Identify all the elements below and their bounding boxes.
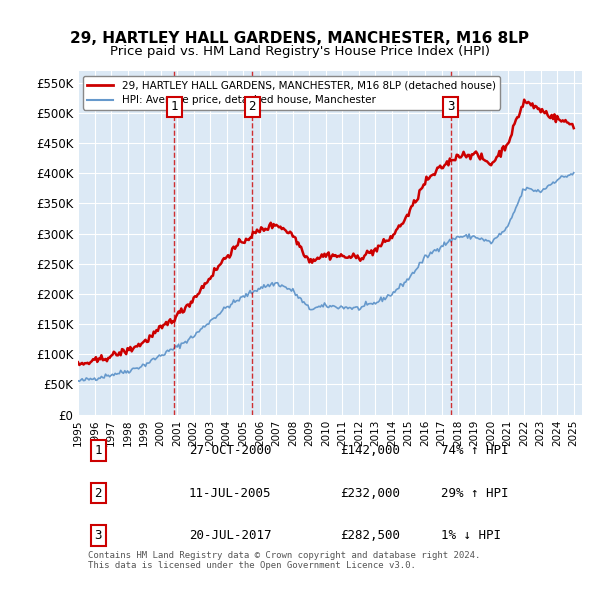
Text: 29, HARTLEY HALL GARDENS, MANCHESTER, M16 8LP: 29, HARTLEY HALL GARDENS, MANCHESTER, M1… bbox=[71, 31, 530, 46]
Text: Contains HM Land Registry data © Crown copyright and database right 2024.
This d: Contains HM Land Registry data © Crown c… bbox=[88, 550, 481, 570]
Text: 2: 2 bbox=[94, 487, 102, 500]
Text: £142,000: £142,000 bbox=[340, 444, 400, 457]
Text: 29% ↑ HPI: 29% ↑ HPI bbox=[441, 487, 508, 500]
Text: 1: 1 bbox=[94, 444, 102, 457]
Text: £232,000: £232,000 bbox=[340, 487, 400, 500]
Text: Price paid vs. HM Land Registry's House Price Index (HPI): Price paid vs. HM Land Registry's House … bbox=[110, 45, 490, 58]
Text: 74% ↑ HPI: 74% ↑ HPI bbox=[441, 444, 508, 457]
Text: £282,500: £282,500 bbox=[340, 529, 400, 542]
Text: 1: 1 bbox=[170, 100, 178, 113]
Text: 20-JUL-2017: 20-JUL-2017 bbox=[189, 529, 271, 542]
Text: 3: 3 bbox=[447, 100, 454, 113]
Text: 11-JUL-2005: 11-JUL-2005 bbox=[189, 487, 271, 500]
Text: 27-OCT-2000: 27-OCT-2000 bbox=[189, 444, 271, 457]
Text: 1% ↓ HPI: 1% ↓ HPI bbox=[441, 529, 501, 542]
Legend: 29, HARTLEY HALL GARDENS, MANCHESTER, M16 8LP (detached house), HPI: Average pri: 29, HARTLEY HALL GARDENS, MANCHESTER, M1… bbox=[83, 76, 500, 110]
Text: 2: 2 bbox=[248, 100, 256, 113]
Text: 3: 3 bbox=[94, 529, 102, 542]
